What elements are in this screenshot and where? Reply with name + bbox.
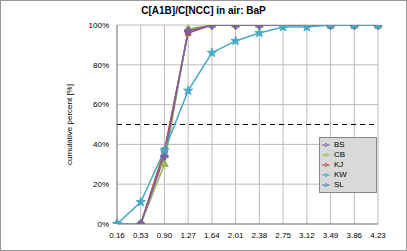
svg-text:4.23: 4.23 [370, 231, 386, 240]
svg-text:0.16: 0.16 [109, 231, 125, 240]
svg-text:1.27: 1.27 [180, 231, 196, 240]
svg-text:3.86: 3.86 [346, 231, 362, 240]
html-text:CB: CB [334, 150, 346, 159]
svg-text:80%: 80% [93, 61, 109, 70]
html-text:SL: SL [334, 180, 344, 189]
svg-text:100%: 100% [89, 21, 109, 30]
html-text:BS: BS [334, 140, 345, 149]
html-text:C[A1B]/C[NCC] in air: BaP: C[A1B]/C[NCC] in air: BaP [141, 5, 266, 16]
html-text:KJ: KJ [334, 160, 344, 169]
svg-text:cumulative percent [%]: cumulative percent [%] [65, 84, 74, 165]
svg-text:2.38: 2.38 [252, 231, 268, 240]
svg-text:0%: 0% [97, 220, 109, 229]
svg-text:60%: 60% [93, 100, 109, 109]
svg-text:0.53: 0.53 [133, 231, 149, 240]
svg-text:0.90: 0.90 [157, 231, 173, 240]
svg-text:3.12: 3.12 [299, 231, 315, 240]
svg-text:1.64: 1.64 [204, 231, 220, 240]
svg-text:2.75: 2.75 [275, 231, 291, 240]
svg-text:3.49: 3.49 [323, 231, 339, 240]
svg-text:20%: 20% [93, 180, 109, 189]
svg-text:40%: 40% [93, 140, 109, 149]
svg-text:2.01: 2.01 [228, 231, 244, 240]
html-text:KW: KW [334, 170, 347, 179]
